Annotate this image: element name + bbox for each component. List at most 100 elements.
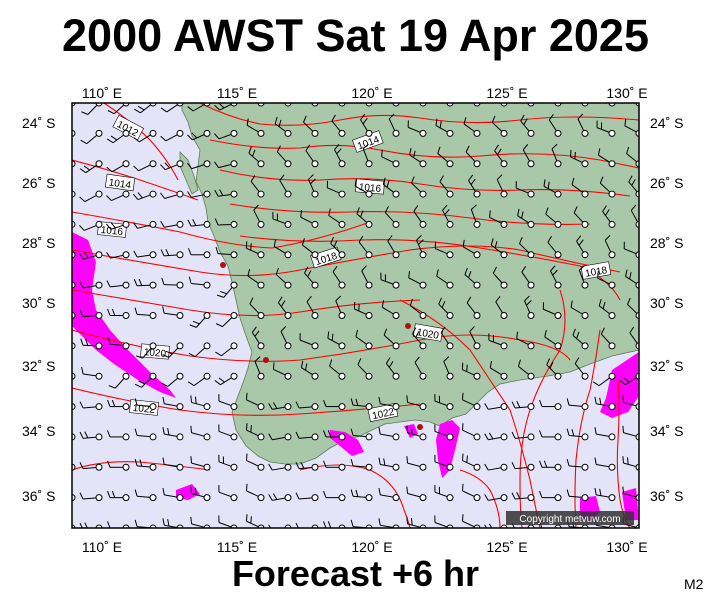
wind-barb-station	[284, 433, 292, 441]
wind-barbs	[72, 83, 639, 528]
lat-label: 30˚ S	[650, 295, 683, 311]
wind-barb-feather	[496, 148, 502, 155]
wind-barb-station	[473, 281, 481, 289]
wind-barb-feather	[81, 111, 89, 115]
wind-barb-feather	[280, 326, 287, 332]
wind-barb-feather	[383, 458, 386, 466]
wind-barb-feather	[79, 310, 84, 317]
wind-barb-feather	[106, 138, 114, 144]
wind-barb-station	[311, 281, 319, 289]
wind-barb-feather	[279, 174, 285, 181]
wind-barb-station	[95, 463, 103, 471]
wind-barb-feather	[162, 518, 165, 526]
wind-barb-feather	[135, 355, 143, 359]
wind-barb-feather	[79, 492, 84, 500]
wind-barb-station	[554, 342, 562, 350]
lon-label: 125˚ E	[486, 85, 527, 101]
wind-barb-feather	[416, 234, 422, 241]
wind-barb-shaft	[72, 375, 73, 377]
wind-barb-feather	[277, 296, 283, 303]
wind-barb-feather	[79, 281, 84, 289]
wind-barb-feather	[574, 151, 576, 160]
wind-barb-feather	[107, 430, 111, 438]
wind-barb-feather	[543, 179, 546, 187]
wind-barb-feather	[162, 457, 165, 465]
wind-barb-station	[203, 190, 211, 198]
wind-barb-feather	[301, 238, 305, 246]
wind-barb-feather	[216, 294, 224, 298]
wind-barb-station	[608, 433, 616, 441]
wind-barb-station	[176, 129, 184, 137]
wind-barb-station	[554, 129, 562, 137]
forecast-label: Forecast +6 hr	[231, 553, 480, 594]
wind-barb-feather	[246, 514, 248, 522]
wind-barb-station	[446, 190, 454, 198]
wind-barb-feather	[549, 361, 554, 369]
wind-barb-feather	[599, 397, 602, 405]
wind-barb-feather	[378, 518, 381, 526]
wind-barb-station	[392, 160, 400, 168]
wind-barb-feather	[246, 423, 248, 431]
wind-barb-shaft	[341, 103, 342, 104]
wind-barb-feather	[187, 134, 193, 141]
wind-barb-station	[500, 433, 508, 441]
wind-barb-feather	[246, 118, 249, 126]
wind-barb-shaft	[314, 103, 315, 104]
wind-barb-shaft	[72, 406, 73, 408]
wind-barb-feather	[295, 401, 300, 409]
wind-barb-feather	[551, 143, 558, 150]
wind-barb-feather	[192, 320, 200, 325]
wind-barb-station	[446, 372, 454, 380]
wind-barb-feather	[444, 83, 449, 88]
wind-barb-feather	[106, 166, 113, 173]
wind-barb-feather	[566, 398, 570, 406]
wind-barb-station	[230, 251, 238, 259]
wind-barb-station	[581, 281, 589, 289]
wind-barb-feather	[523, 118, 528, 126]
wind-barb-station	[122, 190, 130, 198]
wind-barb-feather	[133, 279, 138, 286]
wind-barb-feather	[162, 354, 170, 358]
wind-barb-feather	[597, 271, 599, 279]
wind-barb-station	[257, 494, 265, 502]
wind-barb-feather	[358, 235, 364, 243]
wind-barb-feather	[275, 267, 280, 275]
wind-barb-feather	[381, 300, 385, 308]
wind-barb-station	[392, 312, 400, 319]
wind-barb-feather	[516, 401, 521, 408]
lat-label: 26˚ S	[650, 175, 683, 191]
wind-barb-feather	[107, 337, 111, 345]
wind-barb-station	[392, 494, 400, 502]
wind-barb-feather	[160, 164, 166, 171]
wind-barb-feather	[307, 270, 312, 277]
wind-barb-station	[176, 251, 184, 259]
wind-barb-feather	[188, 276, 192, 284]
wind-barb-feather	[357, 358, 362, 365]
wind-barb-feather	[469, 326, 475, 332]
wind-barb-feather	[110, 222, 116, 229]
wind-barb-station	[284, 342, 292, 350]
lat-labels-right: 24˚ S 26˚ S 28˚ S 30˚ S 32˚ S 34˚ S 36˚ …	[650, 115, 683, 504]
wind-barb-feather	[550, 265, 556, 272]
wind-barb-feather	[336, 148, 342, 155]
wind-barb-station	[176, 312, 184, 319]
wind-barb-station	[95, 281, 103, 289]
wind-barb-station	[203, 160, 211, 168]
wind-barb-feather	[516, 492, 521, 499]
wind-barb-station	[608, 312, 616, 319]
wind-barb-station	[365, 281, 373, 289]
wind-barb-feather	[409, 148, 412, 156]
wind-barb-station	[176, 494, 184, 502]
wind-barb-feather	[80, 338, 84, 346]
wind-barb-feather	[137, 105, 145, 111]
wind-barb-station	[257, 403, 265, 411]
wind-barb-feather	[521, 211, 524, 219]
wind-barb-station	[284, 403, 292, 411]
wind-barb-feather	[350, 428, 354, 436]
wind-barb-station	[392, 433, 400, 441]
wind-barb-feather	[409, 298, 413, 306]
wind-barb-feather	[273, 362, 275, 370]
wind-barb-feather	[548, 113, 554, 121]
wind-barb-feather	[133, 137, 140, 143]
wind-barb-feather	[167, 519, 170, 527]
